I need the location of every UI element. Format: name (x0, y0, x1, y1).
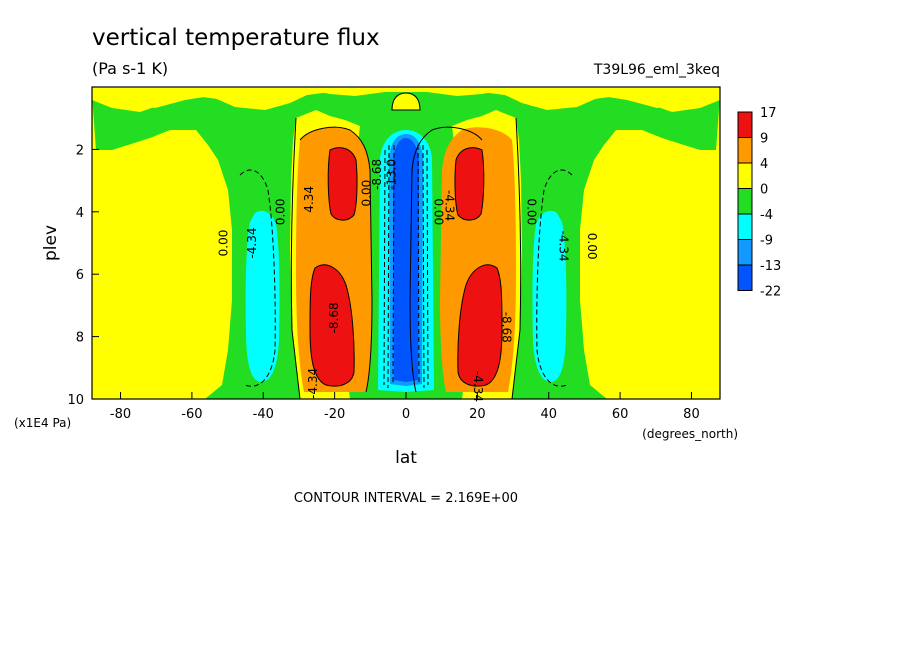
colorbar-swatch (737, 111, 753, 138)
contour-fill (92, 88, 720, 399)
y-tick-label: 8 (76, 331, 84, 346)
colorbar-label: 17 (760, 106, 777, 121)
y-axis-units: (x1E4 Pa) (14, 416, 71, 430)
colorbar-label: -13 (760, 259, 781, 274)
colorbar-swatch (737, 137, 753, 164)
contour-label: 0.00 (585, 233, 599, 260)
run-label: T39L96_eml_3keq (593, 62, 720, 78)
colorbar-swatch (737, 239, 753, 266)
x-axis: -80 -60 -40 -20 0 20 40 60 80 (110, 392, 700, 422)
chart-units: (Pa s-1 K) (92, 59, 168, 78)
x-tick-label: -20 (324, 407, 345, 422)
y-tick-label: 2 (76, 143, 84, 158)
x-tick-label: 60 (612, 407, 629, 422)
contour-label: -4.34 (245, 227, 259, 258)
contour-label: 0.00 (432, 198, 446, 225)
contour-label: -8.68 (327, 302, 341, 333)
contour-interval-note: CONTOUR INTERVAL = 2.169E+00 (294, 491, 518, 506)
colorbar-swatch (737, 213, 753, 240)
y-axis-label: plev (41, 225, 61, 261)
y-axis: 2 4 6 8 10 (67, 143, 99, 408)
colorbar-swatch (737, 188, 753, 215)
colorbar-label: 4 (760, 157, 768, 172)
y-tick-label: 10 (67, 393, 84, 408)
colorbar-label: 9 (760, 132, 768, 147)
colorbar-label: -9 (760, 234, 773, 249)
colorbar-label: 0 (760, 183, 768, 198)
x-tick-label: 20 (469, 407, 486, 422)
x-axis-label: lat (395, 448, 417, 468)
contour-label: -8.68 (499, 312, 513, 343)
colorbar: 17 9 4 0 -4 -9 -13 -22 (737, 106, 781, 300)
contour-label: 0.00 (524, 198, 538, 225)
colorbar-label: -4 (760, 208, 773, 223)
contour-label: 0.00 (274, 198, 288, 225)
x-axis-units: (degrees_north) (642, 427, 738, 441)
x-tick-label: 80 (683, 407, 700, 422)
y-tick-label: 6 (76, 268, 84, 283)
contour-label: -4.34 (306, 368, 320, 399)
y-tick-label: 4 (76, 206, 84, 221)
contour-labels: 4.340.000.00 -4.34-8.68-4.340.00-8.68 -13.… (217, 159, 599, 402)
colorbar-swatch (737, 264, 753, 291)
x-tick-label: 0 (402, 407, 410, 422)
contour-label: 0.00 (217, 230, 231, 257)
contour-label: -4.34 (442, 190, 456, 221)
colorbar-label: -22 (760, 285, 781, 300)
contour-label: -4.34 (556, 231, 570, 262)
contour-label: 0.00 (359, 180, 373, 207)
x-tick-label: -60 (181, 407, 202, 422)
x-tick-label: 40 (540, 407, 557, 422)
colorbar-swatch (737, 162, 753, 189)
contour-label: -4.34 (471, 371, 485, 402)
contour-label: 4.34 (302, 186, 316, 213)
x-tick-label: -80 (110, 407, 131, 422)
chart-title: vertical temperature flux (92, 25, 380, 51)
contour-label: -13.0 (384, 159, 398, 190)
contour-label: -8.68 (370, 159, 384, 190)
x-tick-label: -40 (253, 407, 274, 422)
